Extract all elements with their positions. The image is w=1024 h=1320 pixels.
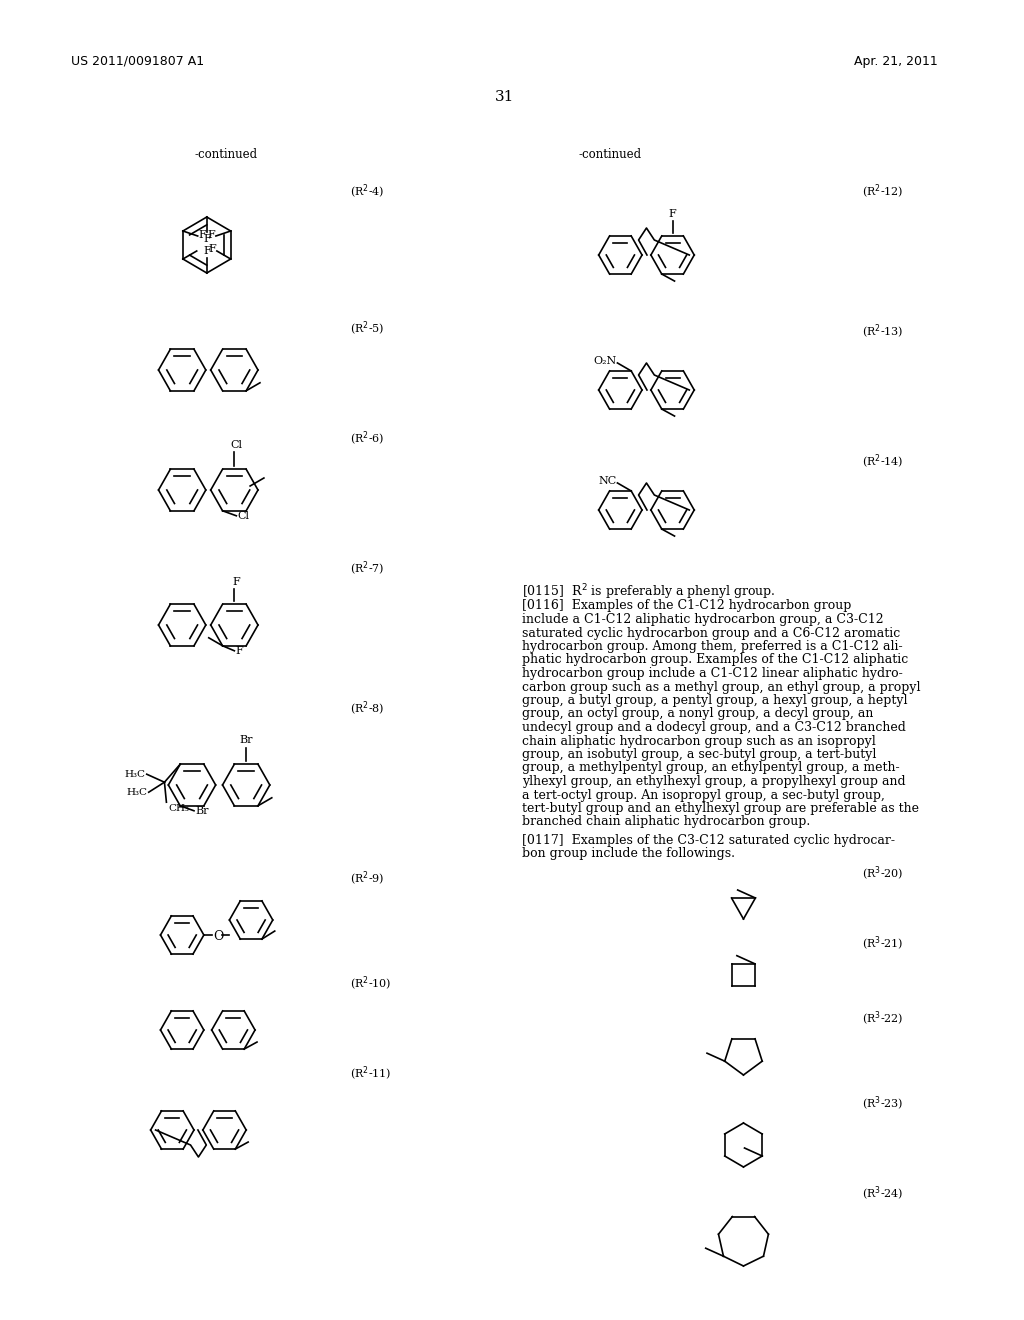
Text: -continued: -continued [579,148,642,161]
Text: Cl: Cl [238,511,249,521]
Text: CH₃: CH₃ [168,804,189,813]
Text: F: F [669,209,677,219]
Text: O₂N: O₂N [593,356,616,366]
Text: phatic hydrocarbon group. Examples of the C1-C12 aliphatic: phatic hydrocarbon group. Examples of th… [522,653,908,667]
Text: H₃C: H₃C [125,770,145,779]
Text: H₃C: H₃C [127,788,147,797]
Text: [0117]  Examples of the C3-C12 saturated cyclic hydrocar-: [0117] Examples of the C3-C12 saturated … [522,834,895,847]
Text: NC: NC [598,477,616,486]
Text: Apr. 21, 2011: Apr. 21, 2011 [854,55,937,69]
Text: (R$^2$-5): (R$^2$-5) [349,319,384,338]
Text: (R$^2$-7): (R$^2$-7) [349,560,384,578]
Text: (R$^3$-24): (R$^3$-24) [861,1185,903,1203]
Text: chain aliphatic hydrocarbon group such as an isopropyl: chain aliphatic hydrocarbon group such a… [522,734,876,747]
Text: hydrocarbon group. Among them, preferred is a C1-C12 ali-: hydrocarbon group. Among them, preferred… [522,640,902,653]
Text: group, a methylpentyl group, an ethylpentyl group, a meth-: group, a methylpentyl group, an ethylpen… [522,762,899,775]
Text: hydrocarbon group include a C1-C12 linear aliphatic hydro-: hydrocarbon group include a C1-C12 linea… [522,667,902,680]
Text: (R$^2$-14): (R$^2$-14) [861,453,903,471]
Text: group, an octyl group, a nonyl group, a decyl group, an: group, an octyl group, a nonyl group, a … [522,708,873,721]
Text: include a C1-C12 aliphatic hydrocarbon group, a C3-C12: include a C1-C12 aliphatic hydrocarbon g… [522,612,884,626]
Text: F: F [236,645,243,656]
Text: undecyl group and a dodecyl group, and a C3-C12 branched: undecyl group and a dodecyl group, and a… [522,721,906,734]
Text: (R$^2$-12): (R$^2$-12) [861,183,903,201]
Text: [0116]  Examples of the C1-C12 hydrocarbon group: [0116] Examples of the C1-C12 hydrocarbo… [522,599,851,612]
Text: F: F [208,244,216,253]
Text: 31: 31 [495,90,514,104]
Text: (R$^2$-13): (R$^2$-13) [861,323,903,341]
Text: branched chain aliphatic hydrocarbon group.: branched chain aliphatic hydrocarbon gro… [522,816,810,829]
Text: F: F [232,577,241,587]
Text: F: F [207,230,215,240]
Text: a tert-octyl group. An isopropyl group, a sec-butyl group,: a tert-octyl group. An isopropyl group, … [522,788,885,801]
Text: Cl: Cl [230,440,243,450]
Text: tert-butyl group and an ethylhexyl group are preferable as the: tert-butyl group and an ethylhexyl group… [522,803,919,814]
Text: Br: Br [240,735,253,744]
Text: (R$^3$-22): (R$^3$-22) [861,1010,903,1028]
Text: O: O [214,929,224,942]
Text: (R$^2$-9): (R$^2$-9) [349,870,384,888]
Text: (R$^2$-8): (R$^2$-8) [349,700,384,718]
Text: -continued: -continued [195,148,258,161]
Text: ylhexyl group, an ethylhexyl group, a propylhexyl group and: ylhexyl group, an ethylhexyl group, a pr… [522,775,905,788]
Text: (R$^2$-11): (R$^2$-11) [349,1065,391,1084]
Text: bon group include the followings.: bon group include the followings. [522,847,735,861]
Text: group, a butyl group, a pentyl group, a hexyl group, a heptyl: group, a butyl group, a pentyl group, a … [522,694,907,708]
Text: (R$^3$-20): (R$^3$-20) [861,865,903,883]
Text: (R$^2$-6): (R$^2$-6) [349,430,384,447]
Text: carbon group such as a methyl group, an ethyl group, a propyl: carbon group such as a methyl group, an … [522,681,921,693]
Text: F: F [203,234,211,244]
Text: US 2011/0091807 A1: US 2011/0091807 A1 [71,55,204,69]
Text: F: F [199,230,207,240]
Text: (R$^3$-23): (R$^3$-23) [861,1096,903,1113]
Text: saturated cyclic hydrocarbon group and a C6-C12 aromatic: saturated cyclic hydrocarbon group and a… [522,627,900,639]
Text: (R$^3$-21): (R$^3$-21) [861,935,903,953]
Text: (R$^2$-4): (R$^2$-4) [349,183,384,201]
Text: F: F [203,246,211,256]
Text: Br: Br [195,805,209,816]
Text: [0115]  R$^2$ is preferably a phenyl group.: [0115] R$^2$ is preferably a phenyl grou… [522,582,775,602]
Text: group, an isobutyl group, a sec-butyl group, a tert-butyl: group, an isobutyl group, a sec-butyl gr… [522,748,877,762]
Text: (R$^2$-10): (R$^2$-10) [349,975,391,993]
